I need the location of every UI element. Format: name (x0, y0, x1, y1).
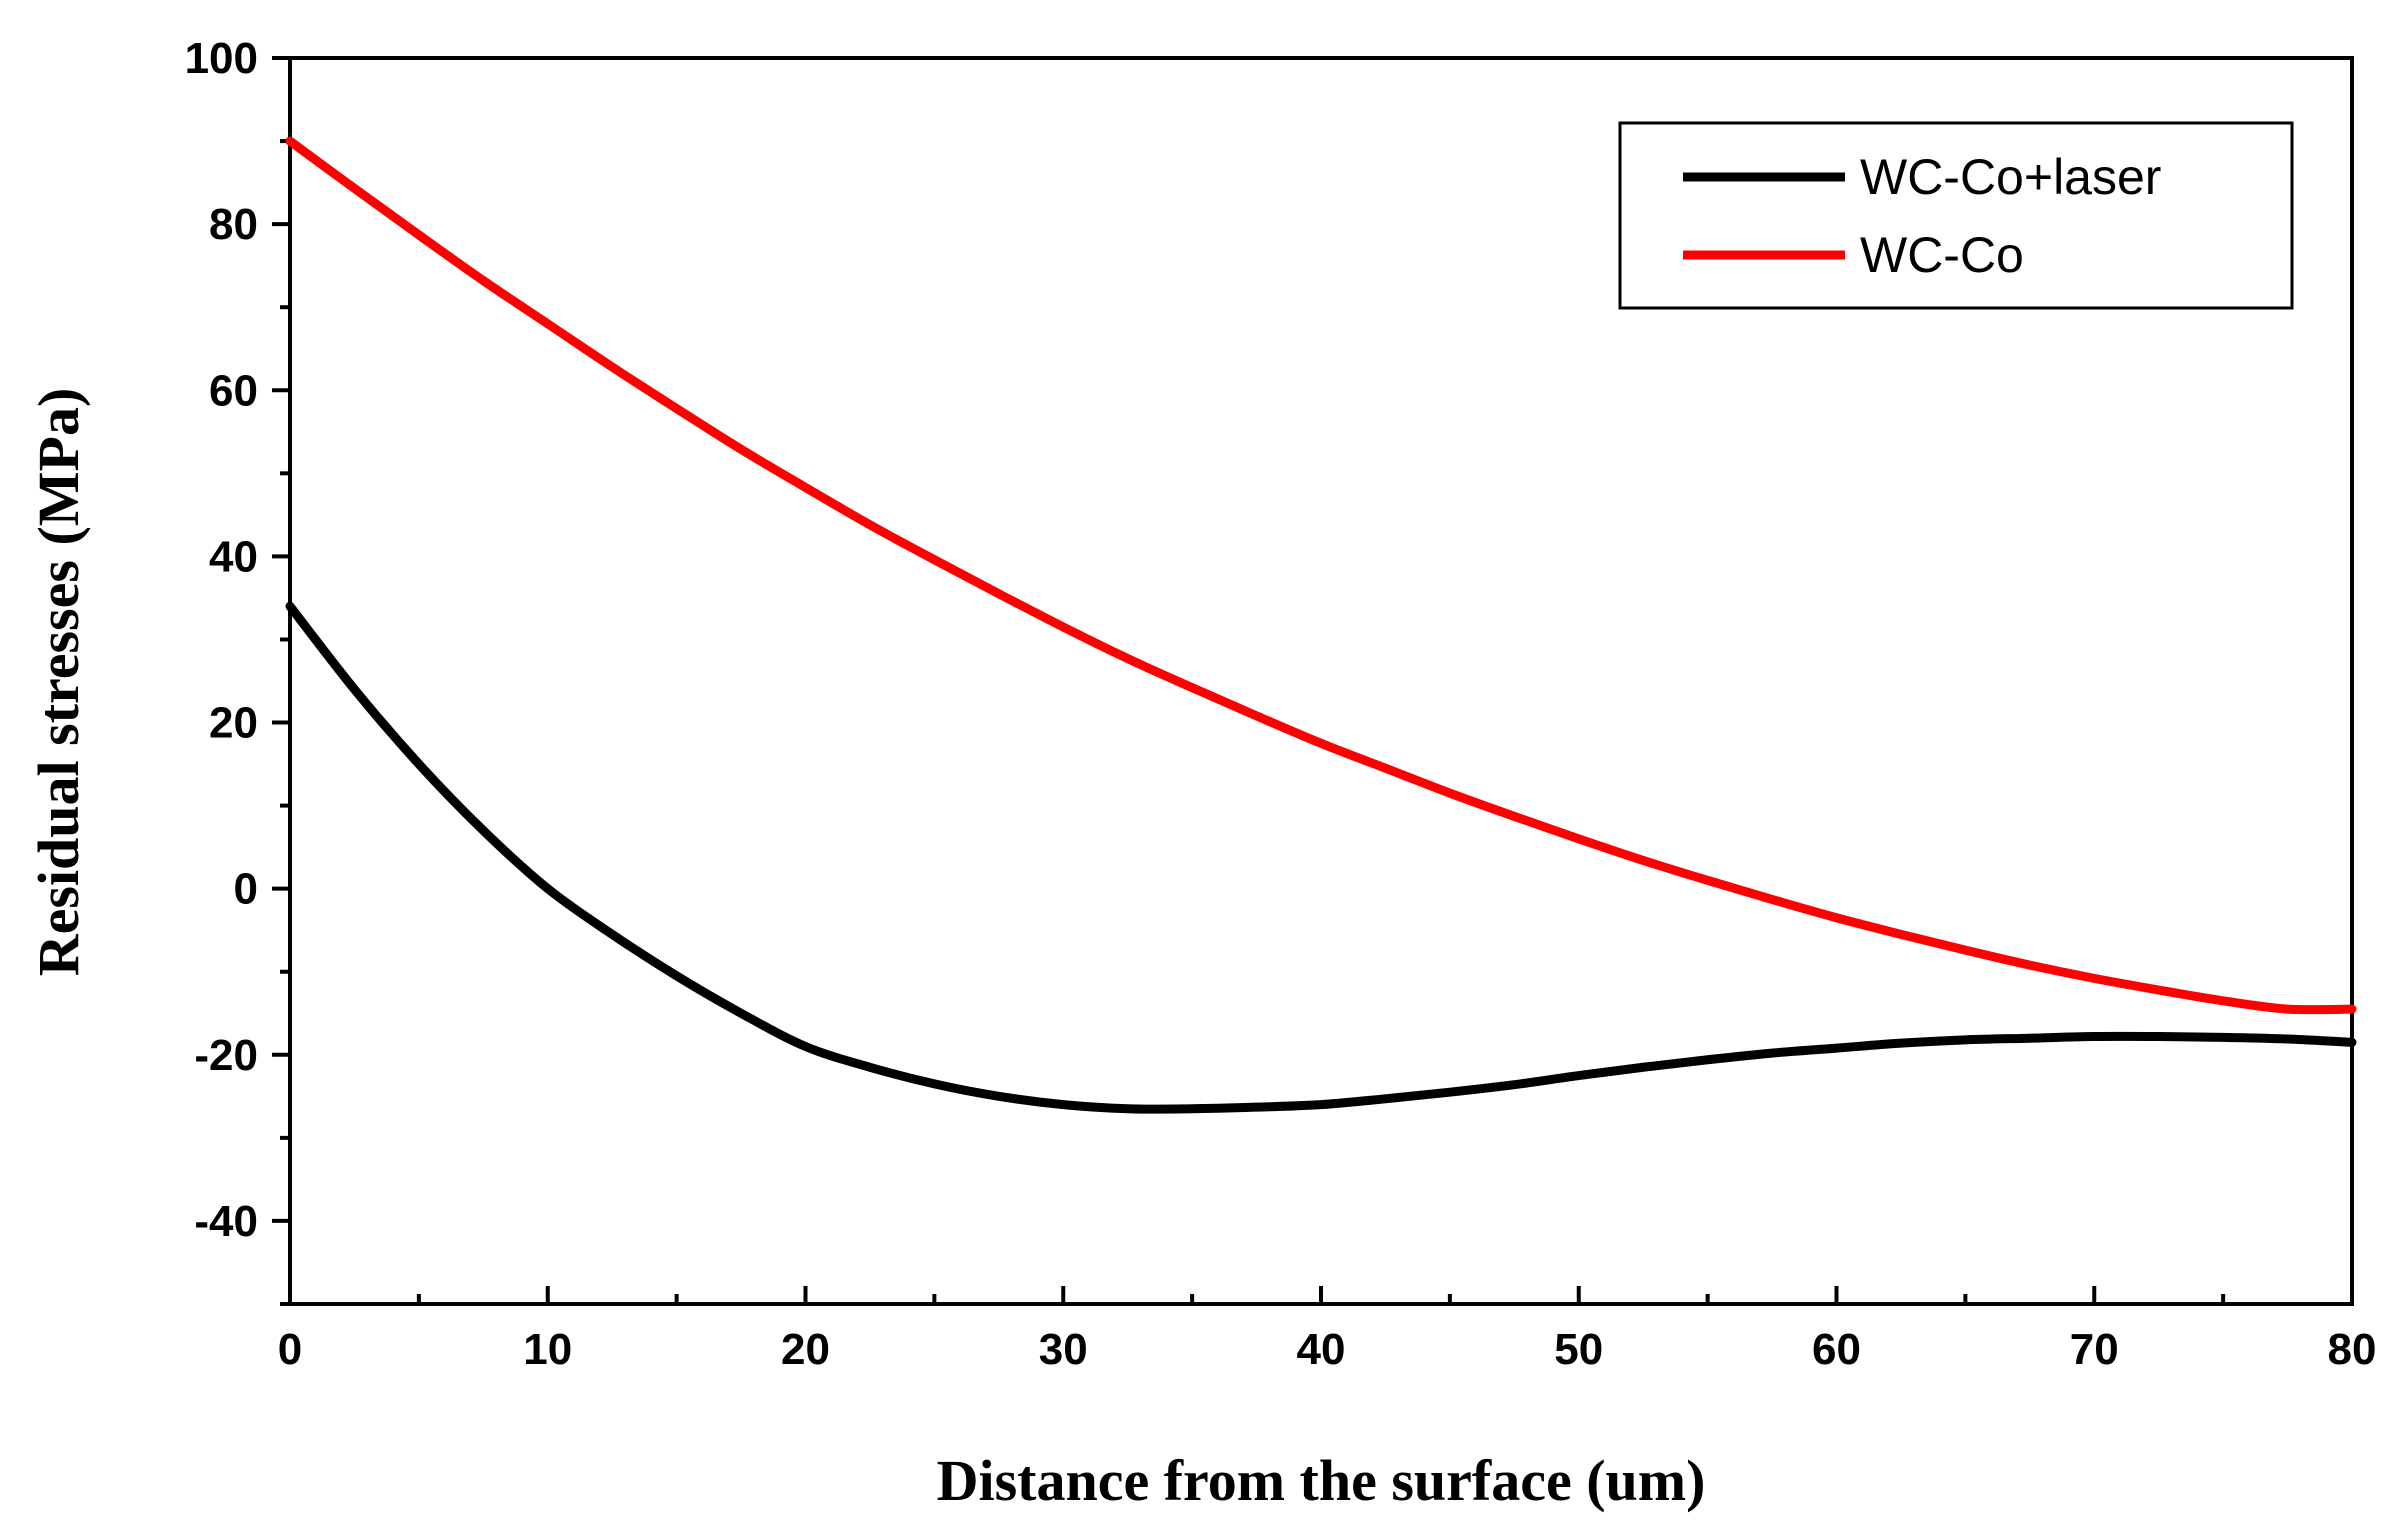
x-tick-label: 40 (1297, 1325, 1346, 1374)
x-tick-label: 80 (2328, 1325, 2377, 1374)
y-tick-label: 20 (209, 699, 258, 748)
y-tick-label: -40 (194, 1197, 258, 1246)
series-layer (285, 136, 2357, 1114)
y-tick-label: 80 (209, 200, 258, 249)
series-line-wc-co (285, 136, 2357, 1015)
x-axis-title: Distance from the surface (um) (937, 1448, 1706, 1513)
y-axis-title: Residual stresses (MPa) (26, 388, 91, 977)
y-tick-label: 0 (234, 865, 258, 914)
x-tick-label: 20 (781, 1325, 830, 1374)
x-axis-ticks: 0 10 20 30 40 50 60 70 80 (278, 1286, 2377, 1374)
x-tick-label: 60 (1812, 1325, 1861, 1374)
y-tick-label: -20 (194, 1031, 258, 1080)
series-line-wc-co-laser (285, 601, 2357, 1114)
legend-label-wc-co: WC-Co (1860, 227, 2024, 283)
y-tick-label: 100 (185, 34, 258, 83)
x-tick-label: 10 (523, 1325, 572, 1374)
legend: WC-Co+laser WC-Co (1618, 121, 2294, 310)
x-tick-label: 70 (2070, 1325, 2119, 1374)
legend-box (1618, 121, 2294, 310)
x-tick-label: 30 (1039, 1325, 1088, 1374)
x-tick-label: 0 (278, 1325, 302, 1374)
y-axis-ticks: -40 -20 0 20 40 60 80 100 (185, 34, 290, 1306)
legend-label-wc-co-laser: WC-Co+laser (1860, 149, 2161, 205)
y-tick-label: 40 (209, 532, 258, 581)
y-tick-label: 60 (209, 366, 258, 415)
x-tick-label: 50 (1554, 1325, 1603, 1374)
